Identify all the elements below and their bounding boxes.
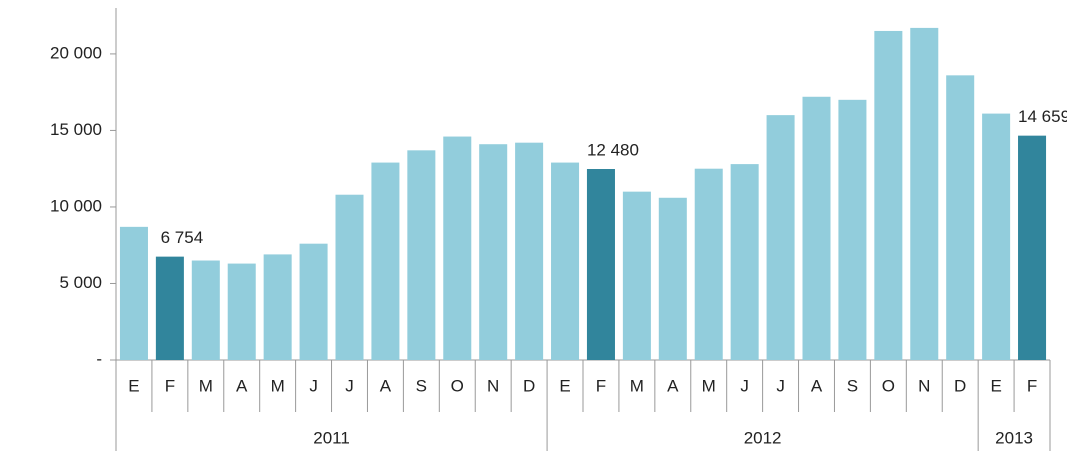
bar: [1018, 135, 1047, 360]
y-tick-label: 20 000: [50, 43, 102, 62]
y-tick-label: 15 000: [50, 120, 102, 139]
bar: [119, 226, 148, 360]
bar: [838, 99, 867, 361]
x-tick-label: F: [596, 376, 606, 395]
data-label: 6 754: [161, 228, 204, 247]
x-tick-label: O: [451, 376, 464, 395]
bar: [802, 96, 831, 360]
bar: [874, 30, 903, 361]
group-label: 2011: [313, 428, 350, 447]
bar: [407, 150, 436, 360]
group-label: 2013: [995, 428, 1033, 447]
bar: [658, 197, 687, 360]
bar: [551, 162, 580, 360]
x-tick-label: M: [702, 376, 716, 395]
x-tick-label: D: [954, 376, 966, 395]
bar: [694, 168, 723, 360]
x-tick-label: J: [740, 376, 749, 395]
x-tick-label: F: [165, 376, 175, 395]
data-label: 12 480: [587, 140, 639, 159]
bar: [155, 256, 184, 360]
x-tick-label: N: [487, 376, 499, 395]
x-tick-label: M: [199, 376, 213, 395]
bar: [586, 169, 615, 360]
bar: [227, 263, 256, 360]
bar: [766, 115, 795, 360]
bar: [730, 164, 759, 360]
bar: [371, 162, 400, 360]
x-tick-label: A: [811, 376, 823, 395]
x-tick-label: S: [416, 376, 427, 395]
y-tick-label: -: [96, 349, 102, 368]
bar: [910, 27, 939, 360]
bar: [443, 136, 472, 360]
bar: [622, 191, 651, 360]
x-tick-label: E: [128, 376, 139, 395]
bar: [515, 142, 544, 360]
x-tick-label: A: [667, 376, 679, 395]
bar: [946, 75, 975, 361]
x-tick-label: F: [1027, 376, 1037, 395]
bar: [335, 194, 364, 360]
bar: [263, 254, 292, 360]
x-tick-label: A: [380, 376, 392, 395]
x-tick-label: S: [847, 376, 858, 395]
bar: [982, 113, 1011, 360]
x-tick-label: J: [776, 376, 785, 395]
x-tick-label: E: [990, 376, 1001, 395]
x-tick-label: J: [345, 376, 354, 395]
bar: [191, 260, 220, 360]
x-tick-label: M: [271, 376, 285, 395]
group-label: 2012: [744, 428, 782, 447]
x-tick-label: J: [309, 376, 318, 395]
x-tick-label: A: [236, 376, 248, 395]
x-tick-label: O: [882, 376, 895, 395]
y-tick-label: 10 000: [50, 196, 102, 215]
data-label: 14 659: [1018, 107, 1067, 126]
x-tick-label: M: [630, 376, 644, 395]
bar: [299, 243, 328, 360]
bar: [479, 144, 508, 360]
x-tick-label: N: [918, 376, 930, 395]
x-tick-label: E: [559, 376, 570, 395]
y-tick-label: 5 000: [59, 273, 102, 292]
x-tick-label: D: [523, 376, 535, 395]
